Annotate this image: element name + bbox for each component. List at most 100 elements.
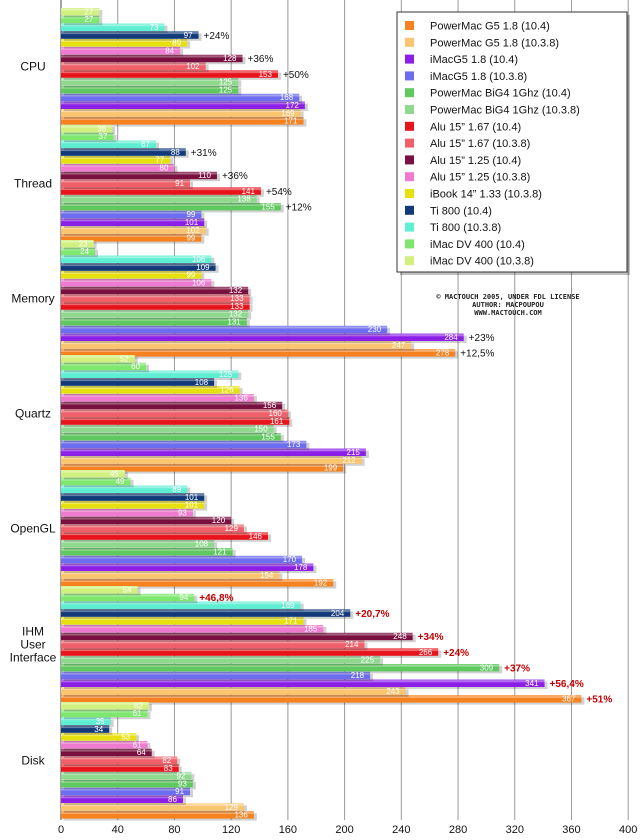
legend-entry-label: Alu 15” 1.67 (10.4): [430, 121, 521, 133]
bar-highlight: [61, 355, 135, 358]
bar: [61, 78, 239, 86]
bar-value-label: 84: [165, 46, 174, 55]
bar-value-label: 34: [94, 725, 103, 734]
bar-value-label: 214: [345, 640, 359, 649]
bar-highlight: [61, 195, 257, 198]
bar: [61, 362, 147, 371]
category-labels-layer: CPU Thread Memory Quartz OpenGL IHMUserInterf…: [10, 60, 57, 768]
bar-highlight: [61, 410, 288, 413]
credit-line: AUTHOR: MACPOUPOU: [472, 301, 544, 309]
bar: [61, 101, 305, 109]
legend-swatch: [405, 205, 414, 215]
bar: [61, 271, 202, 279]
bar-highlight: [61, 449, 366, 452]
bar-value-label: 36: [97, 124, 106, 133]
bar-value-label: 133: [230, 302, 244, 311]
bar-value-label: 185: [304, 624, 318, 633]
bar-value-label: 108: [195, 378, 209, 387]
bar-highlight: [61, 687, 406, 691]
legend-swatch: [405, 239, 414, 249]
bar: [61, 195, 257, 203]
bar: [61, 125, 113, 133]
bar-value-label: 131: [227, 317, 241, 326]
bar: [61, 226, 206, 234]
legend-entry-label: PowerMac G5 1.8 (10.3.8): [430, 37, 559, 49]
bar-highlight: [61, 203, 281, 206]
category-label: OpenGL: [10, 522, 56, 536]
bar: [61, 70, 278, 78]
bar: [61, 803, 244, 811]
bar: [61, 279, 212, 287]
bar-highlight: [61, 109, 301, 113]
bar: [61, 470, 125, 478]
bar-highlight: [61, 24, 165, 27]
legend-entry-label: Ti 800 (10.3.8): [430, 222, 501, 234]
legend-swatch: [405, 88, 414, 98]
bar-highlight: [61, 363, 147, 366]
legend-swatch: [405, 222, 414, 232]
bar: [61, 417, 290, 425]
bar: [61, 725, 110, 733]
bar: [61, 394, 254, 402]
bar-value-label: 89: [172, 39, 181, 48]
bar-value-label: 67: [141, 140, 150, 149]
category-label: Thread: [14, 177, 52, 191]
legend-swatch: [405, 121, 414, 131]
bar-annotation: +24%: [204, 31, 230, 42]
bar: [61, 795, 183, 803]
bar-highlight: [61, 256, 212, 259]
x-tick-label: 80: [168, 824, 180, 836]
bar-annotation: +12%: [286, 202, 312, 213]
bar: [61, 586, 138, 594]
x-tick-label: 320: [506, 824, 524, 836]
bar-highlight: [61, 378, 215, 382]
bar-highlight: [61, 540, 215, 543]
bar-value-label: 91: [175, 179, 184, 188]
bar-value-label: 91: [175, 787, 184, 796]
bar-highlight: [61, 478, 131, 481]
bar: [61, 601, 301, 609]
bar-annotation: +36%: [248, 54, 274, 65]
bar-value-label: 154: [260, 571, 274, 580]
x-axis-ticks: 0 40 80 120 160 200 240 280 320 360 400: [58, 824, 637, 836]
bar-value-label: 218: [351, 671, 365, 680]
bar-highlight: [61, 648, 439, 652]
bar: [61, 811, 254, 819]
bar-highlight: [61, 548, 233, 551]
bar-highlight: [61, 725, 110, 729]
bar-annotation: +51%: [586, 695, 612, 706]
bar-highlight: [61, 433, 281, 436]
bar-highlight: [61, 586, 138, 589]
bar-value-label: 27: [84, 15, 93, 24]
bar-highlight: [61, 341, 412, 345]
bar-highlight: [61, 702, 149, 705]
x-tick-label: 200: [335, 824, 353, 836]
bar-value-label: 52: [120, 354, 129, 363]
bar-annotation: +34%: [418, 632, 444, 643]
bar-value-label: 125: [219, 78, 233, 87]
legend-entry-label: Alu 15” 1.67 (10.3.8): [430, 138, 530, 150]
legend-entry-label: PowerMac BiG4 1Ghz (10.4): [430, 88, 571, 100]
bar-value-label: 155: [261, 432, 275, 441]
bar: [61, 509, 193, 517]
bar-value-label: 225: [361, 656, 375, 665]
bar: [61, 640, 365, 648]
bar-value-label: 83: [164, 764, 173, 773]
bar-highlight: [61, 219, 205, 222]
bar-highlight: [61, 234, 202, 237]
bar-value-label: 77: [155, 156, 164, 165]
bar: [61, 86, 239, 94]
bar: [61, 117, 304, 125]
bar-value-label: 136: [234, 811, 248, 820]
legend-swatch: [405, 37, 414, 47]
bar-value-label: 82: [162, 756, 171, 765]
bar-highlight: [61, 47, 181, 50]
bar: [61, 333, 464, 341]
bar-value-label: 120: [212, 516, 226, 525]
bar-value-label: 86: [168, 795, 177, 804]
bar-highlight: [61, 133, 114, 136]
legend-swatch: [405, 172, 414, 182]
bar: [61, 8, 100, 16]
bar: [61, 524, 244, 532]
x-tick-label: 0: [58, 824, 64, 836]
